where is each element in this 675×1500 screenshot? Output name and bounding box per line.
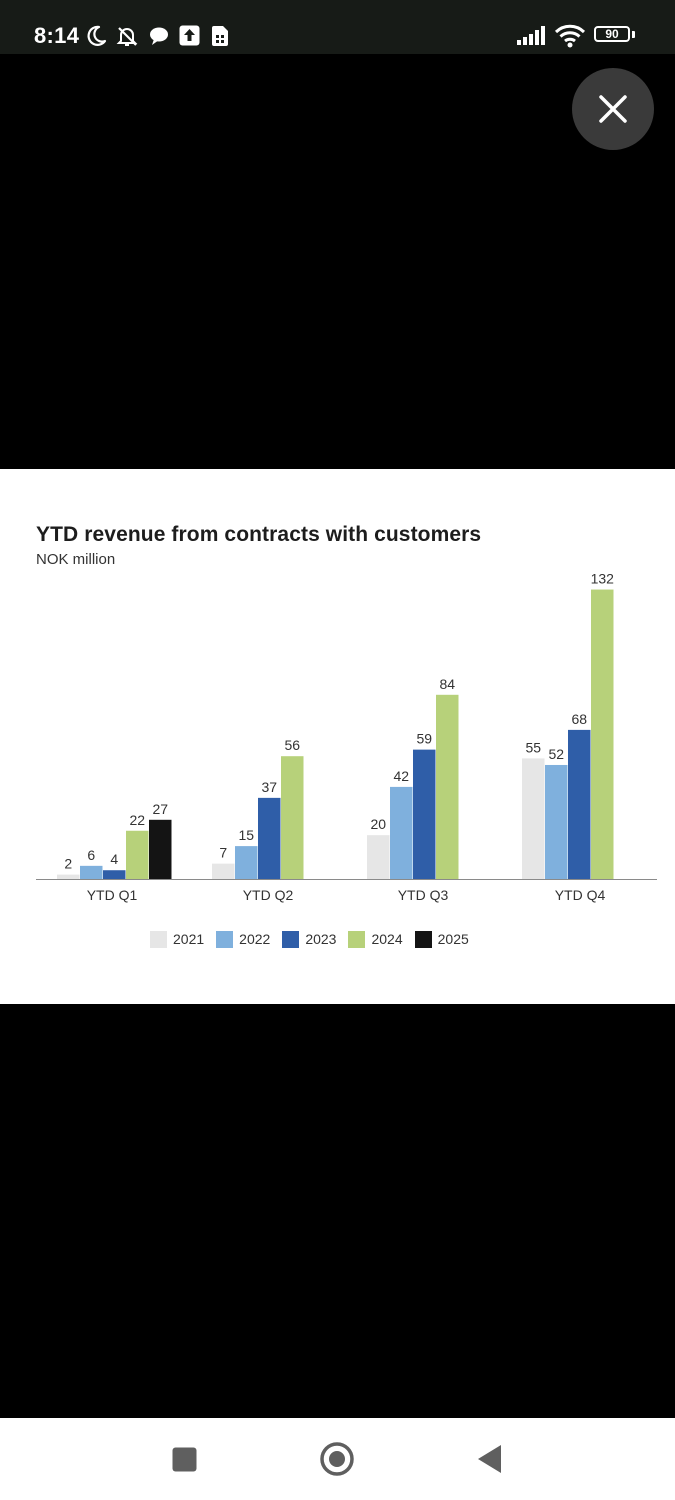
data-label: 15	[238, 827, 254, 843]
legend-swatch	[150, 930, 167, 948]
data-label: 2	[64, 856, 72, 872]
close-icon	[599, 95, 627, 123]
legend-label: 2025	[437, 931, 469, 947]
data-label: 20	[370, 816, 386, 832]
recents-square-icon[interactable]	[172, 1447, 197, 1472]
legend-label: 2022	[239, 931, 271, 947]
chart-title: YTD revenue from contracts with customer…	[36, 523, 482, 546]
wifi-icon	[554, 24, 586, 48]
battery-icon: 90	[594, 26, 630, 42]
bar-ytd-q3-2021	[367, 835, 390, 879]
bar-ytd-q3-2022	[390, 786, 413, 879]
bar-ytd-q1-2022	[80, 865, 103, 879]
bar-ytd-q3-2024	[436, 694, 459, 879]
bar-ytd-q2-2021	[212, 863, 235, 879]
bar-ytd-q1-2021	[57, 874, 80, 879]
bell-off-icon	[116, 27, 138, 46]
home-circle-icon[interactable]	[319, 1441, 355, 1477]
legend-swatch	[414, 930, 432, 948]
data-label: 42	[393, 768, 409, 784]
bar-ytd-q2-2023	[258, 797, 281, 879]
signal-icon	[517, 26, 545, 45]
bar-ytd-q2-2024	[281, 756, 304, 879]
chart-legend: 2021 2022 2023 2024 2025	[150, 929, 481, 949]
bar-ytd-q3-2023	[413, 749, 436, 879]
close-button[interactable]	[572, 68, 654, 150]
moon-icon	[87, 25, 107, 46]
data-label: 37	[261, 779, 277, 795]
x-tick-label: YTD Q1	[87, 887, 138, 903]
data-label: 22	[129, 812, 145, 828]
bar-ytd-q4-2023	[568, 729, 591, 879]
legend-item: 2025	[414, 930, 469, 948]
bar-ytd-q4-2021	[522, 758, 545, 879]
data-label: 6	[87, 847, 95, 863]
legend-item: 2021	[150, 930, 205, 948]
legend-swatch	[216, 930, 234, 948]
x-tick-label: YTD Q4	[555, 887, 606, 903]
data-label: 132	[591, 571, 615, 587]
status-time: 8:14	[34, 23, 80, 48]
chat-bubble-icon	[150, 27, 168, 45]
bar-ytd-q4-2022	[545, 764, 568, 879]
bar-ytd-q1-2023	[103, 870, 126, 879]
bar-ytd-q1-2024	[126, 830, 149, 879]
battery-tip	[632, 31, 635, 38]
legend-label: 2021	[173, 931, 205, 947]
legend-swatch	[348, 930, 366, 948]
data-label: 84	[439, 676, 455, 692]
battery-level: 90	[605, 27, 619, 41]
legend-item: 2024	[348, 930, 403, 948]
legend-label: 2023	[305, 931, 337, 947]
back-triangle-icon[interactable]	[477, 1444, 503, 1474]
legend-item: 2022	[216, 930, 271, 948]
data-label: 27	[152, 801, 168, 817]
legend-item: 2023	[282, 930, 337, 948]
bar-ytd-q1-2025	[149, 819, 172, 879]
navigation-bar	[0, 1418, 675, 1500]
legend-swatch	[282, 930, 300, 948]
legend-label: 2024	[371, 931, 403, 947]
data-label: 52	[548, 746, 564, 762]
data-label: 68	[571, 711, 587, 727]
data-label: 56	[284, 737, 300, 753]
upload-icon	[179, 25, 200, 46]
data-label: 59	[416, 731, 432, 747]
bar-ytd-q2-2022	[235, 846, 258, 879]
image-panel: YTD revenue from contracts with customer…	[0, 469, 675, 1004]
x-tick-label: YTD Q3	[398, 887, 449, 903]
x-tick-label: YTD Q2	[243, 887, 294, 903]
bar-ytd-q4-2024	[591, 589, 614, 879]
data-label: 7	[219, 845, 227, 861]
bar-chart: 26 4 22 27 YTD Q1 7 15 37 56 YTD Q2 20 42 59 84 YTD Q3…	[36, 571, 657, 903]
chart-subtitle: NOK million	[36, 551, 116, 568]
data-label: 4	[110, 851, 118, 867]
sim-card-icon	[212, 26, 228, 46]
data-label: 55	[525, 739, 541, 755]
status-bar: 8:14 90	[0, 0, 675, 54]
